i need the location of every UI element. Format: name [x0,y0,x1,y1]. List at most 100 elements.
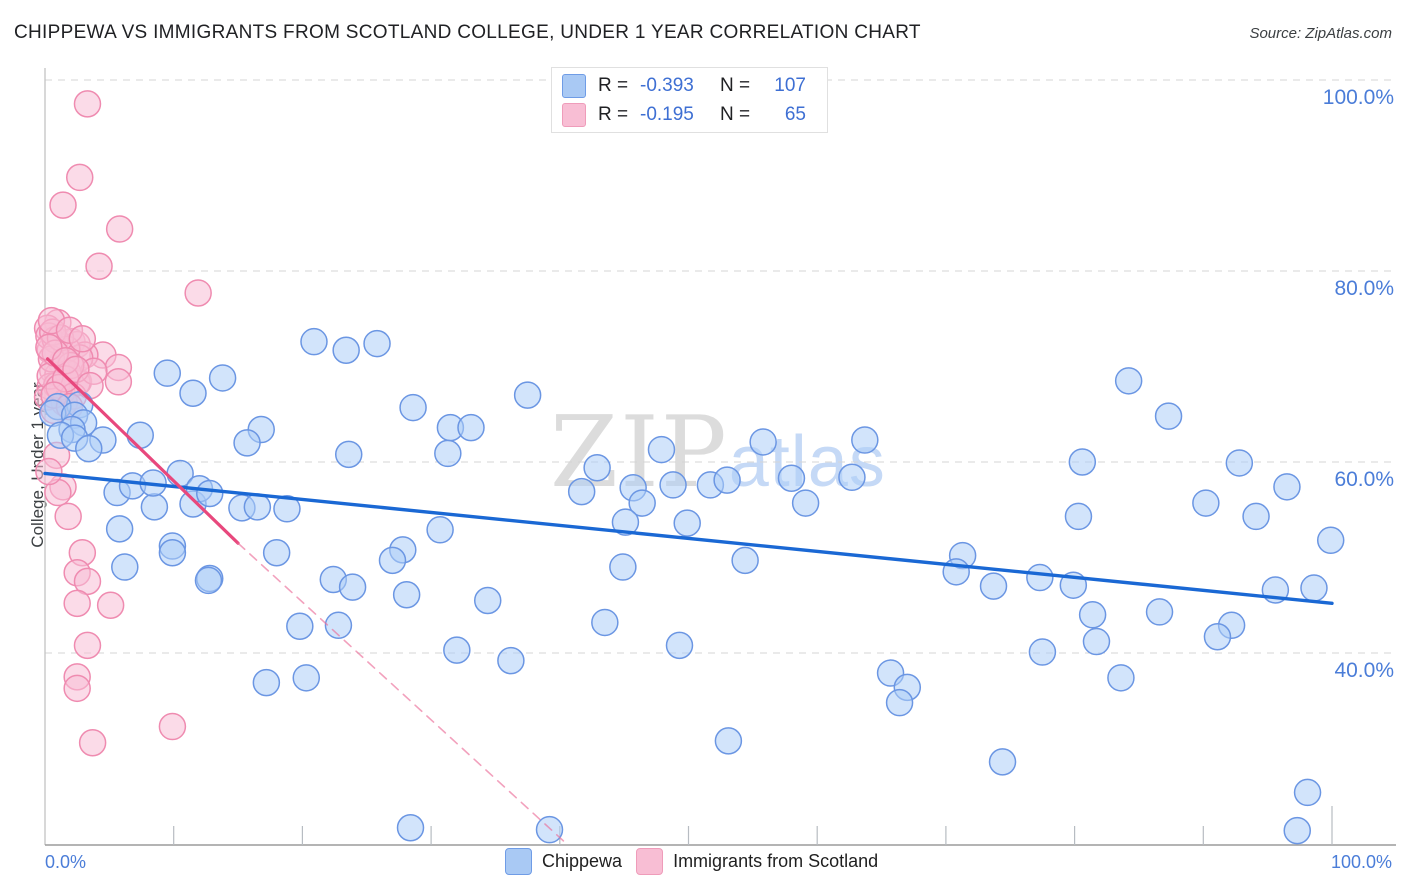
scatter-point-chippewa[interactable] [1082,627,1111,656]
scatter-point-chippewa[interactable] [1192,489,1220,517]
scatter-point-chippewa[interactable] [591,608,619,637]
scatter-point-chippewa[interactable] [457,413,485,442]
scatter-point-chippewa[interactable] [105,515,134,543]
scatter-point-immigrants-from-scotland[interactable] [68,325,97,353]
r-label: R = [598,74,629,96]
scatter-point-chippewa[interactable] [334,440,363,469]
scatter-point-immigrants-from-scotland[interactable] [63,589,91,618]
scatter-point-chippewa[interactable] [885,688,914,717]
scatter-point-chippewa[interactable] [609,553,637,581]
scatter-point-chippewa[interactable] [1114,367,1143,395]
scatter-point-chippewa[interactable] [979,572,1008,600]
scatter-point-chippewa[interactable] [473,586,502,615]
scatter-point-chippewa[interactable] [273,495,301,523]
n-value-scotland: 65 [784,103,806,125]
scatter-point-chippewa[interactable] [1154,402,1183,430]
chippewa-legend-swatch-icon [505,848,532,875]
scatter-point-chippewa[interactable] [1316,526,1345,555]
scatter-point-chippewa[interactable] [1273,473,1301,501]
scatter-point-chippewa[interactable] [292,664,321,692]
scatter-point-chippewa[interactable] [713,466,741,494]
scatter-point-chippewa[interactable] [332,336,360,365]
scatter-point-chippewa[interactable] [126,421,154,450]
scatter-point-chippewa[interactable] [791,489,820,517]
scatter-point-chippewa[interactable] [988,748,1017,776]
scatter-point-chippewa[interactable] [749,428,777,456]
scatter-point-chippewa[interactable] [392,580,421,609]
scatter-point-chippewa[interactable] [262,538,291,567]
scatter-point-immigrants-from-scotland[interactable] [73,631,102,660]
scatter-point-immigrants-from-scotland[interactable] [35,457,63,486]
scatter-point-immigrants-from-scotland[interactable] [63,674,91,703]
scatter-point-chippewa[interactable] [851,426,879,454]
scatter-point-chippewa[interactable] [195,479,224,508]
scatter-point-chippewa[interactable] [583,453,611,482]
scatter-point-immigrants-from-scotland[interactable] [78,729,107,757]
scatter-point-chippewa[interactable] [497,646,525,675]
scatter-point-chippewa[interactable] [208,364,237,392]
scatter-point-chippewa[interactable] [567,477,596,506]
scatter-point-chippewa[interactable] [443,636,471,664]
scatter-point-chippewa[interactable] [611,508,640,536]
scatter-point-chippewa[interactable] [426,516,454,544]
scatter-point-chippewa[interactable] [1300,574,1328,602]
scatter-point-chippewa[interactable] [1203,623,1232,651]
scatter-point-chippewa[interactable] [777,464,806,492]
scatter-point-chippewa[interactable] [338,573,367,601]
scatter-point-chippewa[interactable] [513,381,542,409]
scatter-point-chippewa[interactable] [731,546,759,575]
scatter-point-chippewa[interactable] [535,815,564,844]
scatter-point-chippewa[interactable] [1145,598,1174,626]
scatter-point-chippewa[interactable] [399,393,427,422]
scatter-point-chippewa[interactable] [434,439,462,468]
scatter-point-immigrants-from-scotland[interactable] [49,191,77,219]
scatter-point-chippewa[interactable] [75,434,103,463]
scatter-point-chippewa[interactable] [1028,638,1057,666]
scatter-point-immigrants-from-scotland[interactable] [184,279,212,307]
scatter-point-chippewa[interactable] [324,611,353,640]
scatter-point-chippewa[interactable] [140,493,169,521]
scatter-point-chippewa[interactable] [1026,563,1054,592]
scatter-point-immigrants-from-scotland[interactable] [85,252,113,280]
scatter-point-chippewa[interactable] [673,509,701,537]
scatter-point-chippewa[interactable] [300,327,328,356]
scatter-point-immigrants-from-scotland[interactable] [105,215,134,243]
scatter-point-chippewa[interactable] [286,612,314,641]
scatter-point-chippewa[interactable] [1293,778,1322,807]
scatter-point-chippewa[interactable] [252,668,281,697]
scatter-point-chippewa[interactable] [378,546,407,575]
scatter-point-chippewa[interactable] [158,538,187,567]
scatter-point-chippewa[interactable] [1064,502,1093,531]
scatter-point-chippewa[interactable] [111,553,139,581]
scatter-point-immigrants-from-scotland[interactable] [65,163,94,192]
scatter-point-chippewa[interactable] [942,558,970,586]
scatter-point-immigrants-from-scotland[interactable] [73,90,102,118]
scatter-point-immigrants-from-scotland[interactable] [104,368,133,396]
y-tick-label-40: 40.0% [1334,659,1394,682]
scatter-point-chippewa[interactable] [628,489,656,517]
scatter-point-chippewa[interactable] [714,727,743,755]
scatter-point-chippewa[interactable] [243,493,272,521]
scatter-point-chippewa[interactable] [396,814,425,842]
scatter-point-chippewa[interactable] [363,329,391,358]
scatter-point-chippewa[interactable] [1068,448,1097,476]
scatter-point-chippewa[interactable] [153,359,182,387]
scatter-point-chippewa[interactable] [179,379,207,407]
scatter-point-immigrants-from-scotland[interactable] [158,712,187,741]
scatter-point-chippewa[interactable] [659,471,687,499]
scatter-point-chippewa[interactable] [1078,601,1107,629]
scatter-point-immigrants-from-scotland[interactable] [54,502,82,531]
scatter-point-chippewa[interactable] [1283,816,1312,845]
y-tick-label-80: 80.0% [1334,277,1394,300]
scatter-point-chippewa[interactable] [838,463,866,492]
scatter-point-immigrants-from-scotland[interactable] [96,591,125,619]
scatter-point-chippewa[interactable] [233,429,261,457]
scatter-point-chippewa[interactable] [194,566,223,595]
scatter-point-chippewa[interactable] [647,435,676,464]
scotland-legend-label: Immigrants from Scotland [673,851,879,871]
scatter-point-chippewa[interactable] [1225,449,1254,477]
scatter-point-chippewa[interactable] [1107,664,1135,692]
scatter-point-chippewa[interactable] [1242,502,1270,531]
scatter-point-chippewa[interactable] [665,631,694,660]
